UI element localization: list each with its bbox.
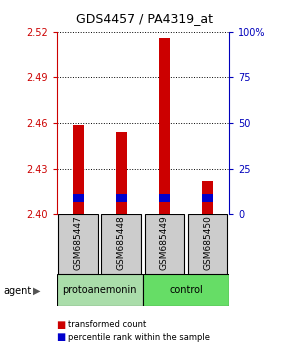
Text: GSM685449: GSM685449 (160, 216, 169, 270)
Bar (188, 214, 227, 274)
Text: ■: ■ (57, 320, 66, 330)
Bar (102, 214, 141, 274)
Bar (58, 214, 98, 274)
Bar (116, 194, 127, 202)
Text: transformed count: transformed count (68, 320, 146, 330)
Text: agent: agent (3, 286, 31, 296)
Text: GDS4457 / PA4319_at: GDS4457 / PA4319_at (77, 12, 213, 25)
Bar (144, 214, 184, 274)
Text: GSM685450: GSM685450 (203, 216, 212, 270)
Bar (73, 194, 84, 202)
Bar (159, 38, 170, 214)
Text: ▶: ▶ (33, 286, 40, 296)
Text: control: control (169, 285, 203, 295)
Bar (202, 194, 213, 202)
Text: protoanemonin: protoanemonin (62, 285, 137, 295)
Bar (159, 194, 170, 202)
Text: ■: ■ (57, 332, 66, 342)
Bar (116, 132, 127, 214)
Text: GSM685447: GSM685447 (74, 216, 83, 270)
Bar (57, 274, 143, 306)
Text: percentile rank within the sample: percentile rank within the sample (68, 333, 210, 342)
Bar (202, 181, 213, 214)
Text: GSM685448: GSM685448 (117, 216, 126, 270)
Bar (73, 125, 84, 214)
Bar (143, 274, 229, 306)
